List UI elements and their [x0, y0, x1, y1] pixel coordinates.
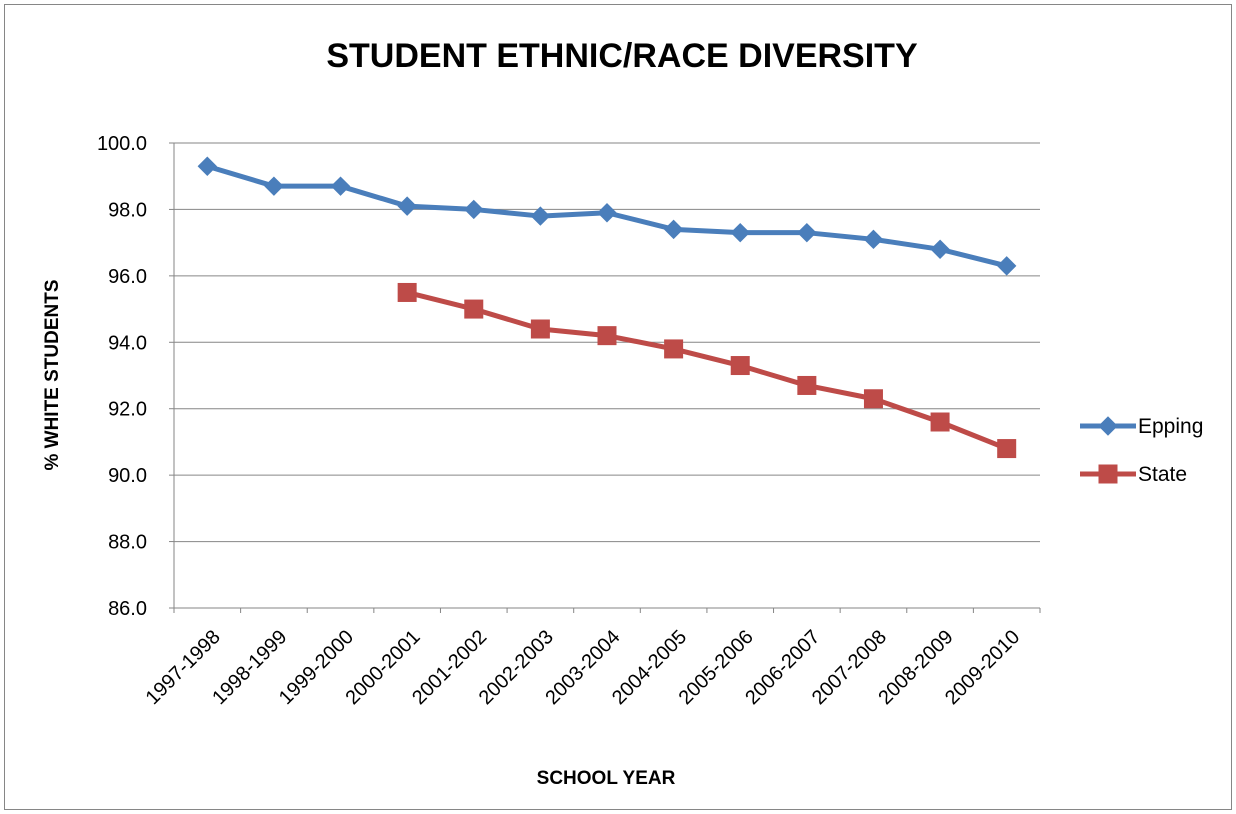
y-tick-label: 98.0: [108, 199, 147, 221]
data-point-state: [597, 326, 617, 346]
series-epping: [197, 156, 1017, 276]
series-lines: [197, 156, 1017, 459]
data-point-epping: [663, 219, 684, 240]
y-tick-label: 88.0: [108, 532, 147, 554]
y-axis-tick-labels: 86.0 88.0 90.0 92.0 94.0 96.0 98.0 100.0: [97, 133, 147, 620]
data-point-epping: [863, 229, 884, 250]
data-point-state: [930, 412, 950, 432]
data-point-epping: [996, 256, 1017, 276]
data-point-state: [730, 356, 750, 376]
x-axis-tick-labels: 1997-19981998-19991999-20002000-20012001…: [142, 626, 1025, 709]
chart-area: [4, 4, 1232, 810]
y-tick-label: 86.0: [108, 598, 147, 620]
y-axis-title: % WHITE STUDENTS: [42, 279, 63, 470]
data-point-epping: [330, 176, 351, 196]
y-tick-label: 96.0: [108, 266, 147, 288]
legend-label: State: [1138, 463, 1187, 486]
series-line-state: [404, 289, 1010, 452]
data-point-epping: [197, 156, 218, 176]
legend-item-epping: Epping: [1080, 415, 1203, 438]
data-point-state: [464, 299, 484, 319]
data-point-epping: [397, 196, 417, 216]
y-tick-label: 90.0: [108, 465, 147, 487]
y-tick-label: 92.0: [108, 399, 147, 421]
data-point-state: [397, 282, 417, 302]
y-tick-label: 100.0: [97, 133, 147, 155]
legend-marker: [1098, 464, 1118, 484]
data-point-epping: [930, 239, 950, 259]
data-point-epping: [530, 206, 551, 226]
chart-title: STUDENT ETHNIC/RACE DIVERSITY: [326, 37, 918, 75]
data-point-epping: [797, 222, 817, 243]
data-point-epping: [730, 222, 750, 243]
legend-label: Epping: [1138, 415, 1203, 438]
data-point-state: [863, 389, 883, 409]
axes: [169, 142, 1041, 613]
data-point-epping: [464, 199, 484, 220]
data-point-state: [664, 339, 684, 359]
series-state: [397, 282, 1017, 459]
x-axis-title: SCHOOL YEAR: [537, 768, 676, 789]
legend: Epping State: [1080, 415, 1203, 486]
data-point-epping: [264, 176, 284, 196]
data-point-state: [997, 439, 1017, 459]
data-point-epping: [597, 203, 617, 223]
data-point-state: [797, 375, 817, 395]
y-tick-label: 94.0: [108, 332, 147, 354]
legend-marker: [1098, 416, 1118, 436]
data-point-state: [530, 319, 550, 339]
legend-item-state: State: [1080, 463, 1187, 486]
